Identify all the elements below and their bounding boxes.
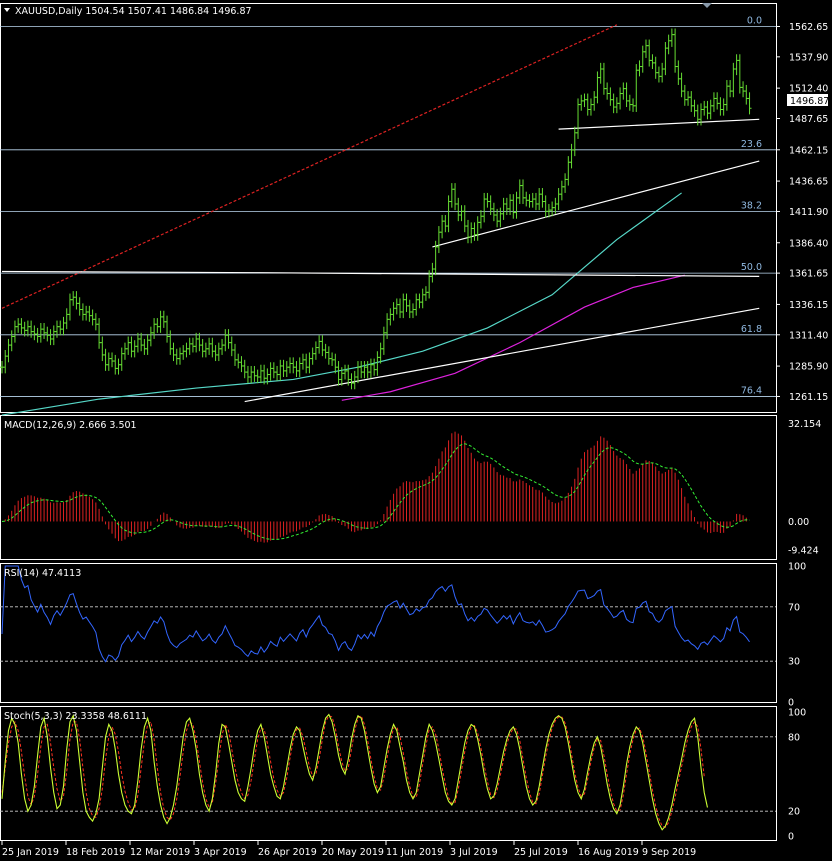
y-tick-label: 1487.65 — [789, 114, 828, 125]
rsi-tick-label: 0 — [788, 698, 794, 709]
rsi-title: RSI(14) 47.4113 — [4, 568, 81, 579]
x-axis-labels: 25 Jan 2019 18 Feb 2019 12 Mar 2019 3 Apr 2… — [1, 841, 696, 858]
x-tick-label: 16 Aug 2019 — [578, 847, 639, 858]
macd-histogram — [1, 431, 751, 543]
x-tick-label: 25 Jul 2019 — [514, 847, 568, 858]
rsi-tick-label: 70 — [788, 602, 800, 613]
fib-label: 76.4 — [741, 385, 762, 396]
macd-tick-label: 0.00 — [788, 517, 809, 528]
x-tick-label: 11 Jun 2019 — [386, 847, 443, 858]
y-tick-label: 1311.40 — [789, 330, 828, 341]
x-tick-label: 3 Jul 2019 — [450, 847, 498, 858]
fib-label: 38.2 — [741, 200, 762, 211]
y-tick-label: 1436.65 — [789, 177, 828, 188]
moving-average-line — [341, 274, 685, 401]
moving-average-lines — [1, 192, 685, 416]
y-tick-label: 1336.15 — [789, 300, 828, 311]
chart-shift-marker-icon[interactable] — [702, 3, 712, 8]
stoch-tick-label: 20 — [788, 807, 800, 818]
price-bars — [0, 28, 752, 390]
y-tick-label: 1462.15 — [789, 145, 828, 156]
y-tick-label: 1512.40 — [789, 84, 828, 95]
stoch-panel-frame — [0, 706, 777, 841]
x-tick-label: 3 Apr 2019 — [194, 847, 247, 858]
y-tick-label: 1361.65 — [789, 269, 828, 280]
x-tick-label: 25 Jan 2019 — [2, 847, 59, 858]
rsi-line — [1, 565, 750, 663]
x-tick-label: 12 Mar 2019 — [130, 847, 190, 858]
macd-tick-label: 32.154 — [788, 419, 821, 430]
macd-title: MACD(12,26,9) 2.666 3.501 — [4, 420, 137, 431]
macd-signal-line — [1, 443, 750, 540]
y-tick-label: 1261.15 — [789, 392, 828, 403]
current-price-box — [787, 94, 828, 106]
price-panel-frame — [0, 3, 777, 413]
rsi-tick-label: 100 — [788, 562, 806, 573]
y-tick-label: 1386.40 — [789, 238, 828, 249]
y-tick-label: 1285.90 — [789, 362, 828, 373]
stoch-tick-label: 0 — [788, 832, 794, 843]
collapse-triangle-icon[interactable] — [4, 8, 10, 12]
y-axis-labels: 1562.65 1537.90 1512.40 1487.65 1462.15 1436.… — [776, 22, 828, 843]
macd-tick-label: -9.424 — [788, 546, 819, 557]
trend-line — [558, 118, 760, 130]
trend-lines — [1, 24, 760, 403]
y-tick-label: 1411.90 — [789, 207, 828, 218]
y-tick-label: 1537.90 — [789, 52, 828, 63]
trend-line — [244, 307, 760, 403]
y-tick-label: 1562.65 — [789, 22, 828, 33]
rsi-tick-label: 30 — [788, 657, 800, 668]
fib-label: 0.0 — [747, 15, 762, 26]
stoch-main-line — [1, 713, 709, 831]
trend-line — [432, 160, 760, 248]
stoch-title: Stoch(5,3,3) 23.3358 48.6111 — [4, 711, 147, 722]
x-tick-label: 9 Sep 2019 — [642, 847, 696, 858]
macd-panel-frame — [0, 415, 777, 560]
rsi-panel-frame — [0, 563, 777, 703]
x-tick-label: 26 Apr 2019 — [258, 847, 317, 858]
fibonacci-lines: 0.0 23.6 38.2 50.0 61.8 76.4 — [0, 15, 776, 397]
stochastic-lines — [0, 713, 776, 831]
stoch-signal-line — [1, 714, 705, 828]
x-tick-label: 18 Feb 2019 — [66, 847, 125, 858]
trend-line — [1, 270, 760, 277]
price-title: XAUUSD,Daily 1504.54 1507.41 1486.84 149… — [15, 6, 252, 17]
rsi-lines — [0, 565, 776, 663]
fib-label: 61.8 — [741, 324, 762, 335]
fib-label: 23.6 — [741, 139, 762, 150]
x-tick-label: 20 May 2019 — [322, 847, 384, 858]
stoch-tick-label: 80 — [788, 732, 800, 743]
current-price-label: 1496.87 — [790, 96, 829, 107]
fib-label: 50.0 — [741, 262, 762, 273]
stoch-tick-label: 100 — [788, 708, 806, 719]
moving-average-line — [1, 192, 682, 416]
trend-line — [1, 24, 618, 309]
